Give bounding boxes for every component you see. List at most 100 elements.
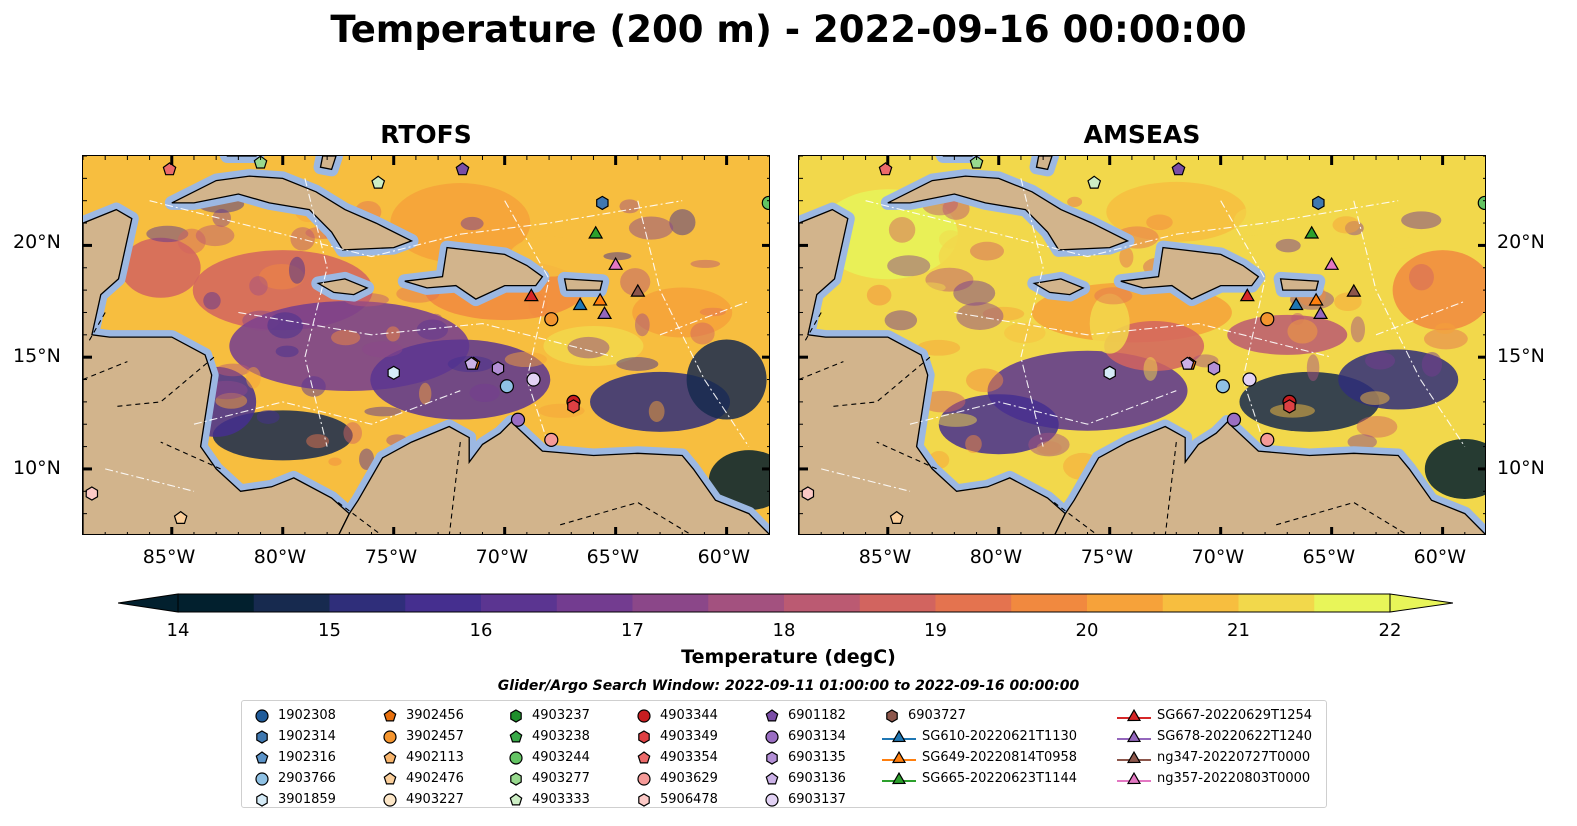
observation-marker	[889, 510, 904, 524]
observation-marker	[1087, 175, 1102, 189]
colorbar-tick-label: 20	[1075, 620, 1099, 641]
eez-boundary	[1220, 200, 1266, 447]
legend-label: 6903137	[788, 792, 846, 807]
legend-label: SG667-20220629T1254	[1157, 708, 1313, 723]
colorbar-segment	[253, 594, 330, 612]
observation-marker	[85, 486, 99, 501]
legend-marker-icon	[509, 750, 523, 765]
colorbar-segment	[784, 594, 861, 612]
legend-item: 6903727	[882, 705, 1077, 726]
legend-item: SG667-20220629T1254	[1117, 705, 1312, 726]
observation-marker	[1477, 195, 1485, 211]
country-border	[160, 441, 221, 470]
eddy-patch	[966, 368, 1004, 393]
eddy-patch	[1236, 220, 1282, 236]
lat-tick-right-15: 15°N	[1497, 345, 1545, 367]
map-panel-rtofs[interactable]	[82, 155, 770, 535]
legend-marker-icon	[383, 771, 397, 784]
legend-marker	[383, 750, 397, 763]
legend-marker-icon	[765, 729, 779, 744]
legend-marker	[765, 792, 779, 807]
legend-label: 5906478	[660, 792, 718, 807]
legend-marker	[766, 750, 778, 765]
eddy-patch	[953, 280, 996, 306]
eddy-patch	[690, 322, 715, 345]
observation-marker	[588, 225, 604, 239]
legend-marker	[383, 792, 397, 807]
legend-marker	[255, 771, 269, 786]
observation-marker	[592, 292, 608, 306]
observation-marker	[1239, 288, 1255, 302]
legend-marker-icon	[1117, 708, 1151, 721]
observation-marker	[499, 379, 514, 394]
legend-marker-icon	[510, 771, 522, 786]
colorbar-tick-label: 17	[621, 620, 644, 641]
legend-label: 1902314	[278, 729, 336, 744]
map-panel-amseas[interactable]	[798, 155, 1486, 535]
legend-label: 4903244	[532, 750, 590, 765]
observation-marker	[761, 195, 769, 211]
land-south-america	[1054, 421, 1485, 534]
legend-marker	[891, 729, 907, 742]
eddy-patch	[1306, 354, 1320, 382]
observation-marker	[253, 156, 268, 169]
figure-title: Temperature (200 m) - 2022-09-16 00:00:0…	[330, 8, 1247, 51]
observation-marker	[630, 283, 646, 297]
lat-tick-left-15: 15°N	[13, 345, 61, 367]
lon-tick-label: 60°W	[1413, 546, 1467, 568]
eddy-patch	[1357, 247, 1381, 274]
legend-item: 3901859	[252, 789, 336, 810]
eddy-patch	[343, 422, 363, 444]
eddy-patch	[887, 255, 931, 277]
legend-label: 3902456	[406, 708, 464, 723]
country-border	[337, 502, 381, 534]
eez-boundary	[149, 200, 683, 258]
eez-boundary	[304, 178, 328, 447]
eddy-patch	[939, 230, 962, 249]
legend-box: 1902308 1902314 1902316 2903766 3901859 39024…	[241, 700, 1327, 808]
eddy-patch	[275, 345, 299, 358]
colorbar-tick-label: 22	[1378, 620, 1402, 641]
eddy-patch	[1365, 351, 1396, 370]
observation-marker	[1260, 312, 1275, 327]
eddy-patch	[970, 241, 1004, 261]
legend-label: 4903333	[532, 792, 590, 807]
legend-marker	[891, 771, 907, 784]
lat-tick-left-20: 20°N	[13, 231, 61, 253]
eddy-patch	[916, 339, 961, 356]
observation-marker	[608, 256, 624, 270]
eddy-patch	[1146, 214, 1173, 231]
eddy-patch	[1421, 351, 1443, 377]
legend-item: 6903134	[762, 726, 846, 747]
legend-label: 6903135	[788, 750, 846, 765]
temperature-patch	[1104, 321, 1205, 371]
eddy-patch	[1356, 415, 1398, 438]
observation-marker	[464, 356, 479, 370]
legend-marker-icon	[882, 729, 916, 742]
observation-marker	[597, 305, 613, 319]
legend-label: SG649-20220814T0958	[922, 750, 1078, 765]
eddy-patch	[460, 216, 484, 231]
land-puerto-rico	[1279, 278, 1320, 291]
observation-marker	[371, 175, 386, 189]
legend-item: 4903349	[634, 726, 718, 747]
legend-label: 6903727	[908, 708, 966, 723]
country-border	[116, 356, 215, 407]
observation-marker	[1180, 356, 1195, 370]
colorbar-segment	[632, 594, 709, 612]
observation-marker	[801, 486, 815, 501]
legend-item: 1902308	[252, 705, 336, 726]
legend-marker	[637, 750, 651, 763]
legend-marker	[886, 708, 898, 723]
country-border	[83, 361, 128, 381]
lon-tick-label: 75°W	[1080, 546, 1134, 568]
eddy-patch	[328, 457, 342, 466]
legend-label: 4903237	[532, 708, 590, 723]
eddy-patch	[567, 336, 610, 359]
eddy-patch	[306, 434, 330, 449]
colorbar-tick-label: 21	[1227, 620, 1250, 641]
lat-tick-right-10: 10°N	[1497, 457, 1545, 479]
observation-marker	[969, 156, 984, 169]
lon-tick-label: 65°W	[586, 546, 640, 568]
land-central-america	[799, 208, 1067, 534]
